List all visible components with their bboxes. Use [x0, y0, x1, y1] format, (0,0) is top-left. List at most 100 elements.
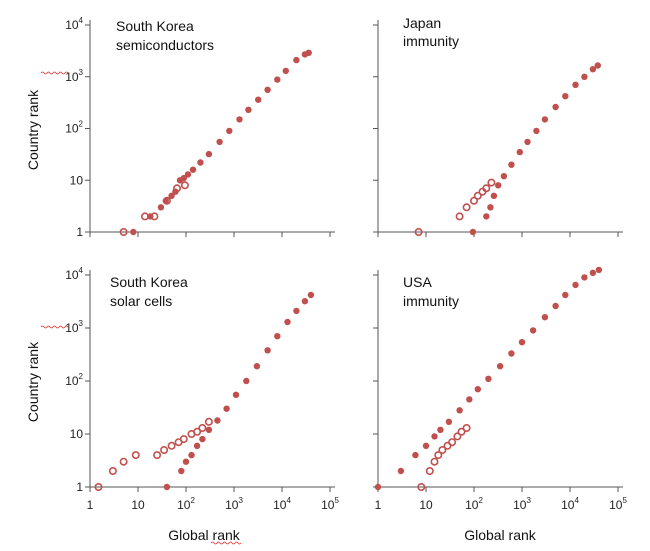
series-filled [469, 62, 601, 236]
panel-title-line-1: South Korea [116, 18, 194, 34]
data-point [293, 56, 300, 64]
data-point [189, 166, 197, 173]
data-point [425, 466, 434, 475]
data-point [482, 184, 491, 193]
data-point [414, 228, 423, 237]
data-point [581, 274, 588, 281]
data-point [524, 138, 531, 146]
data-point [455, 212, 464, 221]
panel-0: South Korea semiconductors [116, 18, 214, 53]
data-point [431, 433, 438, 440]
x-axis-label-left: Global rank [168, 527, 241, 543]
data-point [188, 451, 195, 459]
data-point [495, 182, 502, 189]
y-axis-label-top: Country rank [25, 89, 41, 170]
x-tick-label: 1 [87, 498, 94, 512]
data-point [94, 482, 103, 491]
data-point [141, 212, 150, 221]
data-point [193, 427, 202, 436]
panel-title-line-2: immunity [403, 293, 459, 309]
data-point [184, 171, 192, 178]
y-tick-label: 103 [65, 68, 83, 84]
data-point [562, 93, 569, 100]
data-point [430, 457, 439, 466]
data-point [453, 432, 462, 441]
data-point [198, 423, 207, 432]
data-point [589, 66, 597, 73]
data-point [581, 73, 588, 81]
data-point [529, 327, 537, 334]
y-tick-label: 104 [65, 16, 83, 32]
x-tick-label: 105 [321, 496, 339, 512]
data-point [508, 350, 515, 357]
y-tick-label: 104 [65, 266, 83, 282]
data-point [572, 81, 579, 89]
data-point [562, 291, 569, 299]
data-point [508, 161, 515, 168]
data-point [160, 445, 169, 454]
data-point [437, 426, 444, 433]
panel-title-line-1: Japan [403, 15, 441, 31]
panel-title-line-2: semiconductors [116, 37, 214, 53]
data-point [253, 363, 261, 370]
data-point [374, 483, 382, 491]
y-tick-label: 1 [76, 480, 83, 494]
data-point [483, 213, 490, 220]
x-tick-label: 1 [375, 498, 382, 512]
spellcheck-underline [40, 325, 69, 329]
data-point [119, 228, 128, 237]
panel-title-line-2: solar cells [110, 293, 172, 309]
data-point [179, 435, 188, 444]
data-point [552, 103, 559, 111]
data-point [595, 266, 603, 274]
data-point [243, 377, 250, 385]
data-point [434, 451, 443, 460]
data-point [541, 116, 549, 123]
data-point [487, 204, 494, 211]
data-point [182, 458, 190, 465]
data-point [180, 181, 189, 190]
data-point [274, 76, 281, 83]
data-point [457, 427, 466, 436]
data-point [552, 302, 559, 310]
series-open [417, 423, 471, 491]
data-point [305, 49, 312, 56]
y-tick-label: 102 [65, 120, 83, 136]
x-tick-label: 104 [273, 496, 291, 512]
x-axis-label-right: Global rank [464, 527, 537, 543]
data-point [108, 466, 117, 475]
data-point [485, 375, 492, 382]
y-tick-label: 103 [65, 319, 83, 335]
data-point [255, 96, 262, 103]
x-tick-label: 103 [225, 496, 243, 512]
data-point [150, 212, 159, 221]
data-point [541, 314, 549, 321]
data-point [474, 386, 481, 393]
data-point [487, 178, 496, 187]
data-point [445, 418, 453, 425]
data-point [462, 423, 471, 432]
data-point [496, 363, 504, 370]
data-point [223, 405, 230, 412]
data-point [500, 173, 508, 180]
data-point [204, 417, 213, 426]
data-point [490, 192, 498, 199]
y-tick-label: 102 [65, 372, 83, 388]
data-point [131, 451, 140, 460]
data-point [236, 116, 243, 123]
spellcheck-underline [40, 71, 69, 75]
data-point [226, 127, 233, 135]
data-point [205, 150, 213, 158]
data-point [533, 127, 540, 135]
data-point [163, 483, 171, 491]
panel-1: Japan immunity [403, 15, 459, 49]
x-tick-label: 102 [177, 496, 195, 512]
series-open [414, 178, 496, 237]
data-point [168, 192, 175, 199]
data-point [232, 391, 240, 398]
data-point [214, 417, 221, 424]
data-point [199, 435, 206, 443]
data-point [469, 228, 477, 236]
y-axis-label-bottom: Country rank [25, 341, 41, 422]
